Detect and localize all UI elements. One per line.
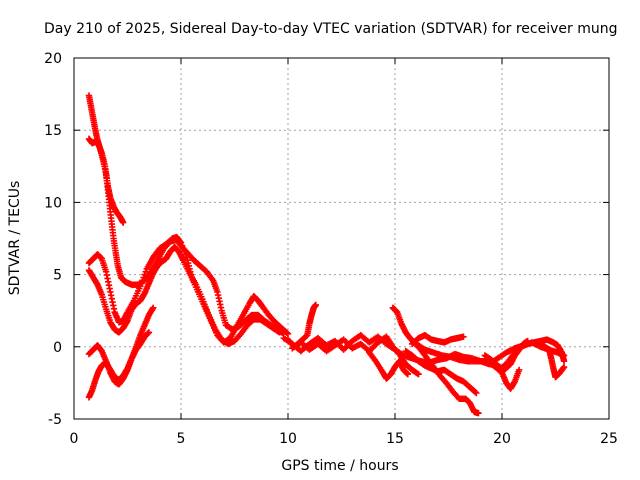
- data-point-marker: [283, 329, 291, 337]
- series-arc-12: [402, 347, 480, 397]
- series-arc-11: [389, 304, 482, 417]
- y-tick-label: 0: [53, 340, 62, 356]
- data-point-marker: [473, 389, 480, 397]
- data-points: [85, 92, 568, 417]
- y-tick-label: -5: [48, 412, 62, 428]
- y-tick-label: 5: [53, 268, 62, 284]
- y-tick-label: 15: [44, 123, 62, 139]
- series-arc-13: [408, 332, 467, 348]
- data-point-marker: [560, 358, 568, 365]
- x-axis-label: GPS time / hours: [281, 458, 398, 474]
- y-tick-label: 20: [44, 51, 62, 67]
- series-arc-6: [85, 304, 157, 388]
- data-point-marker: [404, 371, 412, 378]
- series-arc-17: [537, 340, 568, 381]
- data-point-marker: [312, 301, 320, 309]
- x-tick-label: 20: [493, 431, 511, 447]
- series-arc-16: [498, 336, 568, 372]
- data-point-marker: [149, 304, 157, 312]
- data-point-marker: [515, 366, 523, 374]
- y-tick-label: 10: [44, 195, 62, 211]
- chart-title: Day 210 of 2025, Sidereal Day-to-day VTE…: [44, 21, 618, 37]
- x-tick-label: 25: [600, 431, 618, 447]
- x-tick-label: 15: [386, 431, 404, 447]
- x-tick-label: 5: [177, 431, 186, 447]
- series-arc-9: [289, 333, 422, 378]
- data-point-marker: [460, 333, 467, 340]
- plot-frame: [73, 57, 610, 420]
- data-point-marker: [145, 329, 153, 336]
- data-point-marker: [415, 371, 422, 378]
- axis-ticks: 0 5 10 15 20 25 -5 0 5 10 15 20: [44, 51, 618, 447]
- x-tick-label: 10: [279, 431, 297, 447]
- data-point-marker: [475, 410, 482, 417]
- data-point-marker: [276, 329, 283, 336]
- data-point-marker: [560, 363, 568, 371]
- x-tick-label: 0: [70, 431, 79, 447]
- y-axis-label: SDTVAR / TECUs: [7, 181, 23, 296]
- data-point-marker: [284, 330, 292, 338]
- series-arc-4: [85, 243, 283, 348]
- series-arc-10: [366, 349, 412, 382]
- data-point-marker: [472, 388, 479, 396]
- data-point-marker: [120, 219, 127, 226]
